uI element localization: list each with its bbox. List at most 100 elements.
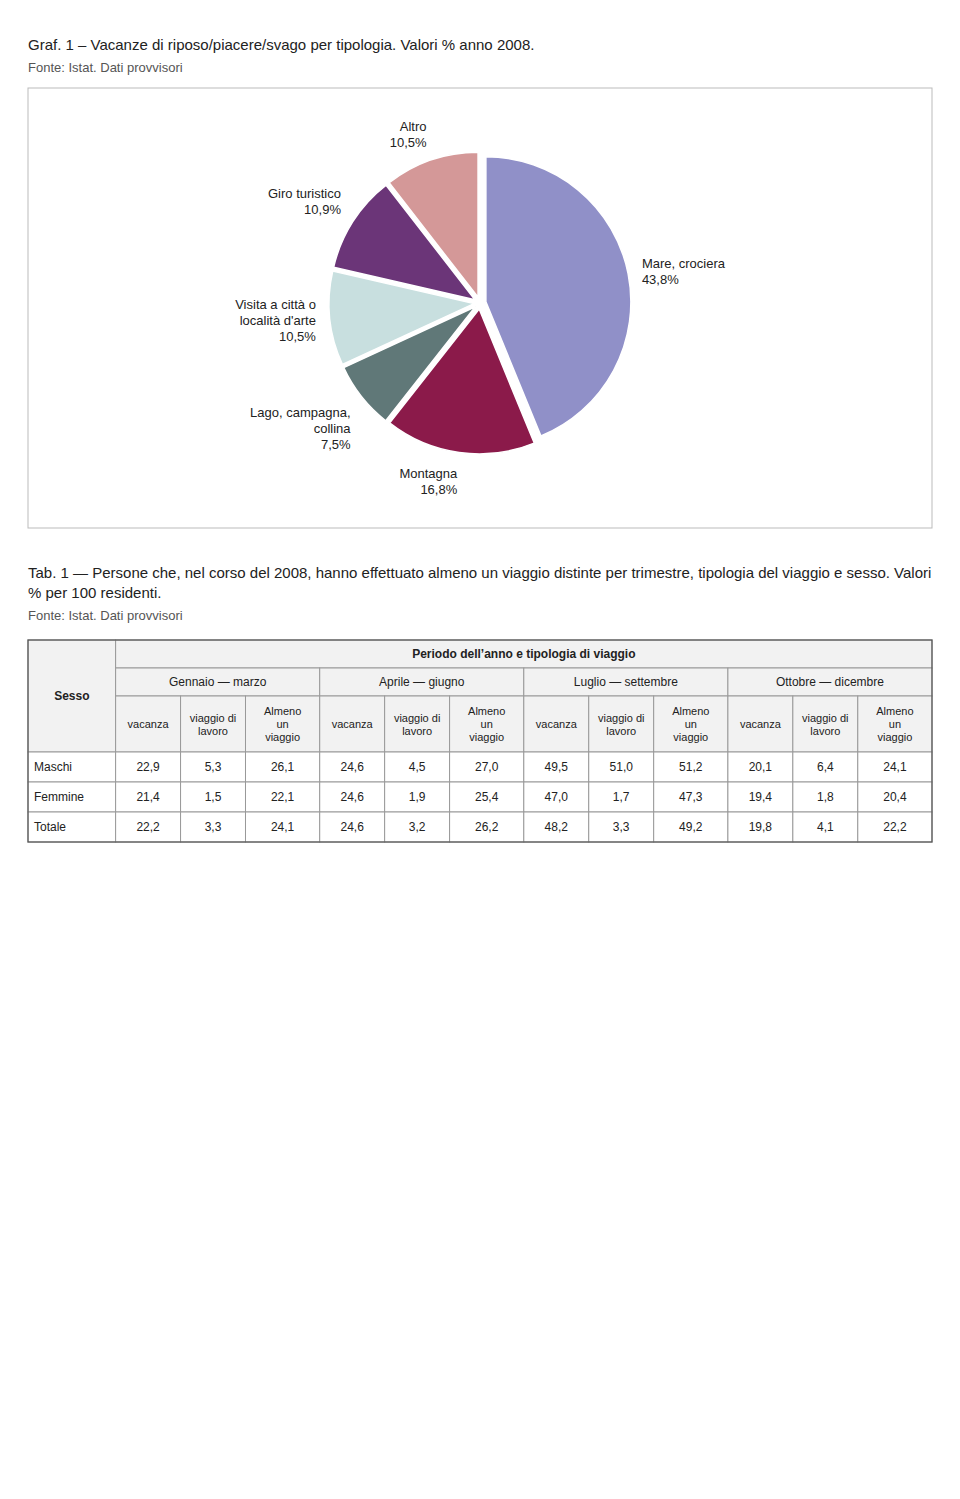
table-cell	[524, 668, 728, 696]
table-value: 49,2	[679, 820, 703, 834]
table-cell	[589, 752, 654, 782]
slice-label: 10,5%	[390, 135, 427, 150]
table-value: 3,3	[205, 820, 222, 834]
table-cell	[245, 752, 319, 782]
slice-labels: Mare, crociera43,8%Montagna16,8%Lago, ca…	[235, 119, 726, 498]
chart-title: Graf. 1 – Vacanze di riposo/piacere/svag…	[28, 36, 534, 53]
slice-label: Montagna16,8%	[399, 466, 458, 497]
column-header: vacanza	[128, 718, 170, 730]
table-cell	[524, 752, 589, 782]
table-cell	[28, 640, 116, 752]
column-header: Almeno	[672, 705, 709, 717]
row-label: Totale	[34, 820, 66, 834]
row-label: Femmine	[34, 790, 84, 804]
table-value: 49,5	[545, 760, 569, 774]
column-header: viaggio di	[394, 712, 440, 724]
column-header: viaggio dilavoro	[598, 712, 644, 737]
table-cell	[320, 812, 385, 842]
table-value: 51,0	[610, 760, 634, 774]
table-value: 24,6	[341, 760, 365, 774]
column-header: lavoro	[402, 725, 432, 737]
column-header: viaggio	[265, 731, 300, 743]
column-header: viaggio di	[190, 712, 236, 724]
row-label: Maschi	[34, 760, 72, 774]
row-label: Maschi	[34, 760, 72, 774]
table-value: 19,4	[749, 790, 773, 804]
column-header: Almenounviaggio	[672, 705, 709, 743]
table-cell	[793, 696, 858, 752]
table-cell	[858, 696, 932, 752]
table-value: 26,1	[271, 760, 295, 774]
table-value: 47,0	[545, 790, 569, 804]
table-value: 47,3	[679, 790, 703, 804]
table-cell	[654, 752, 728, 782]
slices	[329, 152, 631, 454]
column-header: Almenounviaggio	[468, 705, 505, 743]
table-cell	[450, 782, 524, 812]
table-cell	[320, 752, 385, 782]
table-cell	[181, 782, 246, 812]
table-cell	[385, 812, 450, 842]
table-cell	[116, 640, 932, 668]
table-cell	[116, 782, 181, 812]
table-cell	[793, 752, 858, 782]
table-cell	[116, 668, 320, 696]
table-cell	[858, 752, 932, 782]
table-cell	[654, 812, 728, 842]
column-header: vacanza	[332, 718, 374, 730]
table-value: 1,7	[613, 790, 630, 804]
table-value: 6,4	[817, 760, 834, 774]
table-cell	[524, 812, 589, 842]
table-subtitle: Fonte: Istat. Dati provvisori	[28, 608, 183, 623]
table-value: 51,0	[610, 760, 634, 774]
table-value: 24,6	[341, 760, 365, 774]
column-header: un	[685, 718, 697, 730]
table-border	[28, 640, 932, 842]
table-cell	[385, 782, 450, 812]
pie-chart: Graf. 1 – Vacanze di riposo/piacere/svag…	[28, 36, 932, 528]
table-value: 26,2	[475, 820, 499, 834]
table-cell	[793, 812, 858, 842]
column-header: viaggio dilavoro	[802, 712, 848, 737]
table-value: 24,1	[883, 760, 907, 774]
chart-frame	[28, 88, 932, 528]
table-cell	[793, 782, 858, 812]
table-cell	[245, 782, 319, 812]
table-value: 4,1	[817, 820, 834, 834]
table-cell	[728, 696, 793, 752]
table-cell	[654, 696, 728, 752]
column-header: vacanza	[128, 718, 170, 730]
table-value: 1,9	[409, 790, 426, 804]
table-value: 51,2	[679, 760, 703, 774]
table-chart: Tab. 1 — Persone che, nel corso del 2008…	[28, 564, 932, 842]
slice-label: Giro turistico10,9%	[268, 186, 341, 217]
group-header: Ottobre — dicembre	[776, 675, 884, 689]
table-value: 6,4	[817, 760, 834, 774]
column-header: viaggio di	[802, 712, 848, 724]
column-header: vacanza	[536, 718, 578, 730]
table-value: 27,0	[475, 760, 499, 774]
column-header: vacanza	[332, 718, 374, 730]
column-header: vacanza	[740, 718, 782, 730]
table-cell	[116, 696, 181, 752]
table-value: 22,1	[271, 790, 295, 804]
chart-subtitle: Fonte: Istat. Dati provvisori	[28, 60, 183, 75]
table-value: 3,3	[613, 820, 630, 834]
column-header: lavoro	[810, 725, 840, 737]
table-value: 22,9	[136, 760, 160, 774]
table-value: 5,3	[205, 760, 222, 774]
table-value: 25,4	[475, 790, 499, 804]
table-value: 24,1	[883, 760, 907, 774]
table-cell	[728, 782, 793, 812]
slice-label: località d'arte	[240, 313, 316, 328]
column-header: Almeno	[876, 705, 913, 717]
table-cell	[28, 782, 116, 812]
table-value: 20,1	[749, 760, 773, 774]
table-value: 24,1	[271, 820, 295, 834]
group-header: Aprile — giugno	[379, 675, 465, 689]
table-header: Periodo dell’anno e tipologia di viaggio	[412, 647, 635, 661]
table-cell	[181, 812, 246, 842]
slice-label: Visita a città o	[235, 297, 316, 312]
table-value: 20,1	[749, 760, 773, 774]
group-header: Ottobre — dicembre	[776, 675, 884, 689]
